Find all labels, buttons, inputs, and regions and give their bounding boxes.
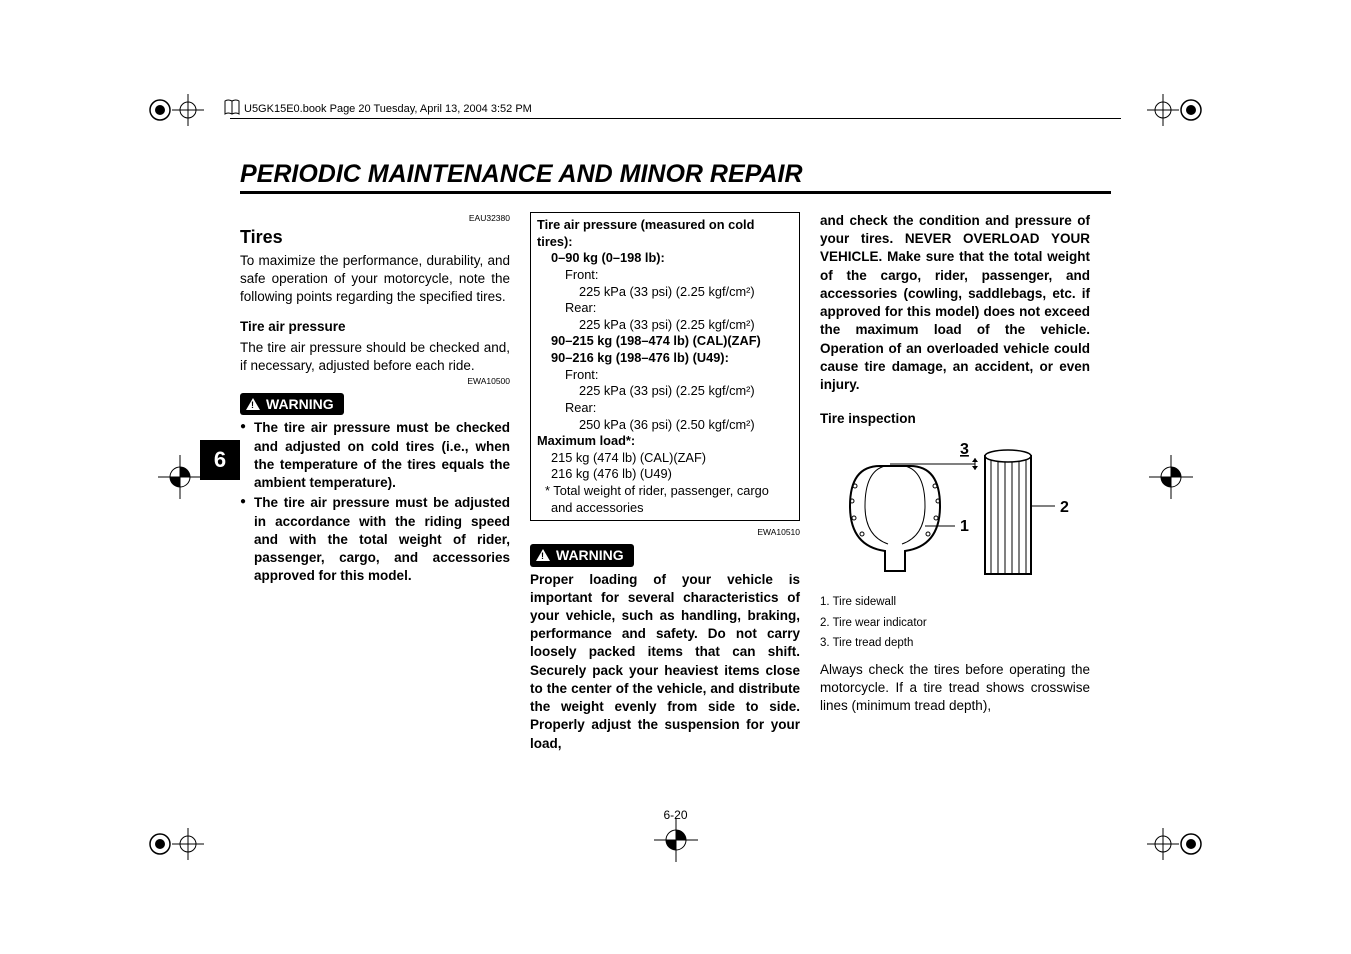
diagram-label-2: 2 [1060, 499, 1069, 516]
spec-box: Tire air pressure (measured on cold tire… [530, 212, 800, 521]
subheading-pressure: Tire air pressure [240, 318, 510, 336]
warning-body-2: Proper loading of your vehicle is import… [530, 571, 800, 753]
spec-rear1-val: 225 kPa (33 psi) (2.25 kgf/cm²) [537, 317, 793, 334]
warning-text-2: WARNING [556, 546, 624, 565]
caption-1: 1. Tire sidewall [820, 594, 1090, 610]
spec-maxload: Maximum load*: [537, 433, 793, 450]
spec-range1: 0–90 kg (0–198 lb): [537, 250, 793, 267]
page-number: 6-20 [240, 808, 1111, 822]
crop-mark-bl [144, 814, 204, 874]
column-1: EAU32380 Tires To maximize the performan… [240, 212, 510, 753]
subheading-inspection: Tire inspection [820, 410, 1090, 428]
inspection-para: Always check the tires before operating … [820, 661, 1090, 716]
spec-front2-val: 225 kPa (33 psi) (2.25 kgf/cm²) [537, 383, 793, 400]
spec-front1-val: 225 kPa (33 psi) (2.25 kgf/cm²) [537, 284, 793, 301]
diagram-label-1: 1 [960, 518, 969, 535]
reg-mark-bottom [654, 818, 698, 862]
warning-label-2: WARNING [530, 544, 634, 567]
spec-title: Tire air pressure (measured on cold tire… [537, 217, 793, 250]
spec-range2a: 90–215 kg (198–474 lb) (CAL)(ZAF) [537, 333, 793, 350]
spec-maxload1: 215 kg (474 lb) (CAL)(ZAF) [537, 450, 793, 467]
warning-triangle-icon [536, 549, 550, 561]
warning-cont: and check the condition and pressure of … [820, 212, 1090, 394]
column-2: Tire air pressure (measured on cold tire… [530, 212, 800, 753]
code-ewa1: EWA10500 [240, 376, 510, 387]
bullet-2: The tire air pressure must be adjusted i… [254, 494, 510, 585]
bullet-1: The tire air pressure must be checked an… [254, 419, 510, 492]
spec-rear2: Rear: [537, 400, 793, 417]
spec-front1: Front: [537, 267, 793, 284]
chapter-tab: 6 [200, 440, 240, 480]
caption-2: 2. Tire wear indicator [820, 615, 1090, 631]
spec-note: * Total weight of rider, passenger, carg… [537, 483, 793, 516]
pressure-para: The tire air pressure should be checked … [240, 339, 510, 375]
code-ewa2: EWA10510 [530, 527, 800, 538]
crop-mark-tl [144, 80, 204, 140]
code-eau: EAU32380 [240, 213, 510, 224]
chapter-title: PERIODIC MAINTENANCE AND MINOR REPAIR [240, 160, 1111, 194]
warning-text-1: WARNING [266, 395, 334, 414]
tires-intro: To maximize the performance, durability,… [240, 252, 510, 307]
book-icon [224, 98, 240, 116]
reg-mark-left [158, 455, 202, 499]
spec-range2b: 90–216 kg (198–476 lb) (U49): [537, 350, 793, 367]
diagram-label-3: 3 [960, 441, 969, 458]
spec-maxload2: 216 kg (476 lb) (U49) [537, 466, 793, 483]
warning-triangle-icon [246, 398, 260, 410]
header-rule [230, 118, 1121, 119]
crop-mark-br [1147, 814, 1207, 874]
tire-diagram: 1 3 [820, 436, 1090, 586]
crop-mark-tr [1147, 80, 1207, 140]
reg-mark-right [1149, 455, 1193, 499]
column-3: and check the condition and pressure of … [820, 212, 1090, 753]
warning-bullets: The tire air pressure must be checked an… [240, 419, 510, 585]
page-content: PERIODIC MAINTENANCE AND MINOR REPAIR 6 … [240, 160, 1111, 794]
spec-rear2-val: 250 kPa (36 psi) (2.50 kgf/cm²) [537, 417, 793, 434]
caption-3: 3. Tire tread depth [820, 635, 1090, 651]
warning-label-1: WARNING [240, 393, 344, 416]
spec-front2: Front: [537, 367, 793, 384]
heading-tires: Tires [240, 225, 510, 249]
spec-rear1: Rear: [537, 300, 793, 317]
book-header-text: U5GK15E0.book Page 20 Tuesday, April 13,… [244, 103, 532, 115]
